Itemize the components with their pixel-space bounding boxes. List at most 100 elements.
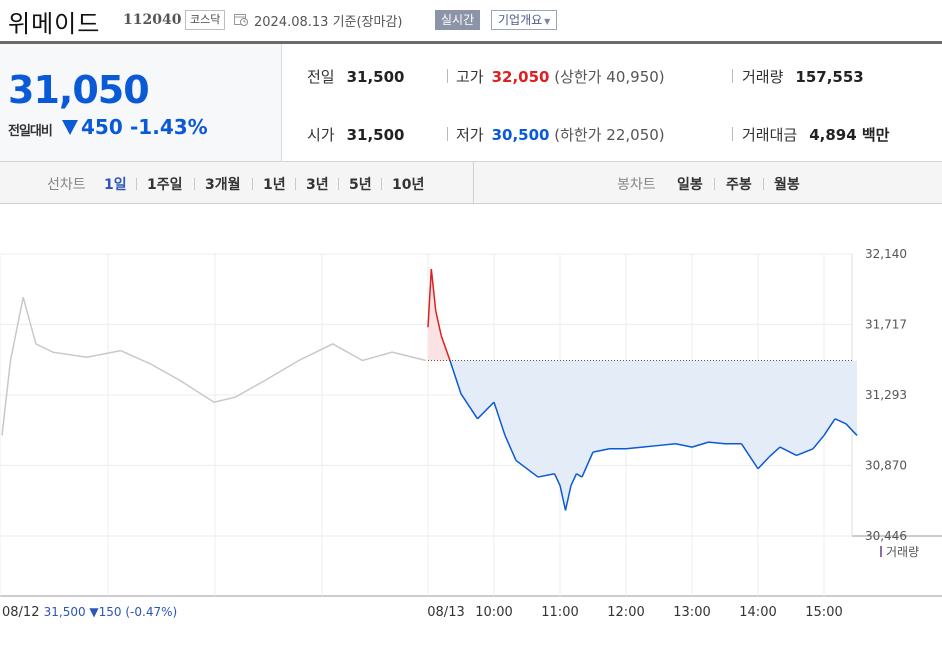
x-tick-label: 08/13 [427, 605, 464, 620]
price-info: 31,050 전일대비 450 -1.43% 전일 31,500 고가 32,050… [0, 44, 942, 162]
amount-value: 4,894 백만 [809, 126, 890, 144]
down-arrow-icon [62, 120, 78, 135]
tab-daily-candle[interactable]: 일봉 [677, 177, 703, 193]
x-tick-label: 11:00 [541, 605, 578, 620]
today-price-segment [823, 418, 836, 436]
tab-monthly-candle[interactable]: 월봉 [774, 177, 800, 193]
divider [447, 127, 448, 141]
tab-1-year[interactable]: 1년 [263, 177, 286, 193]
today-price-segment [559, 485, 567, 511]
high-label: 고가 [456, 68, 484, 86]
today-price-segment [476, 401, 495, 420]
today-price-segment [564, 485, 572, 511]
y-tick-label: 31,293 [865, 388, 907, 402]
today-price-segment [675, 443, 693, 448]
y-tick-label: 32,140 [865, 247, 907, 261]
x-tick-label: 13:00 [673, 605, 710, 620]
y-tick-label: 30,870 [865, 458, 907, 472]
candle-chart-label: 봉차트 [617, 177, 656, 193]
tab-1-week[interactable]: 1주일 [147, 177, 183, 193]
tab-group-divider [473, 162, 474, 203]
today-price-segment [553, 473, 561, 486]
today-price-segment [642, 444, 660, 448]
change-label: 전일대비 [8, 124, 53, 139]
divider [338, 178, 339, 190]
today-price-segment [708, 441, 726, 445]
amount-label: 거래대금 [742, 126, 798, 144]
prev-close-stat: 전일 31,500 [307, 66, 405, 87]
today-price-segment [658, 443, 676, 447]
open-stat: 시가 31,500 [307, 124, 405, 145]
open-label: 시가 [307, 126, 335, 144]
amount-stat: 거래대금 4,894 백만 [742, 124, 889, 145]
tab-3-months[interactable]: 3개월 [205, 177, 241, 193]
divider [732, 127, 733, 141]
x-tick-label: 15:00 [805, 605, 842, 620]
lower-limit: (하한가 22,050) [554, 126, 665, 144]
market-badge: 코스닥 [185, 10, 226, 30]
divider [447, 69, 448, 83]
today-price-segment [779, 446, 797, 457]
volume-legend-swatch [880, 546, 882, 557]
today-price-segment [460, 393, 479, 420]
divider [763, 178, 764, 190]
today-price-segment [757, 456, 770, 470]
today-price-segment [576, 473, 583, 478]
today-price-segment [515, 459, 539, 478]
above-baseline-area [428, 269, 857, 361]
tab-5-years[interactable]: 5년 [349, 177, 372, 193]
today-price-segment [845, 423, 858, 436]
company-name[interactable]: 위메이드 [8, 10, 101, 38]
volume-stat: 거래량 157,553 [742, 66, 864, 87]
upper-limit: (상한가 40,950) [554, 68, 665, 86]
prev-day-summary: 08/12 31,500 ▼150 (-0.47%) [2, 605, 177, 620]
today-price-segment [691, 441, 709, 448]
today-price-segment [625, 446, 643, 450]
company-overview-dropdown[interactable]: 기업개요 ▼ [491, 10, 558, 30]
chevron-down-icon: ▼ [544, 17, 551, 26]
today-price-segment [430, 268, 437, 311]
base-date: 2024.08.13 기준(장마감) [254, 15, 403, 30]
intraday-price-chart[interactable]: 32,140 31,717 31,293 30,870 30,446 거래량 08/13 10… [0, 204, 942, 646]
company-overview-label: 기업개요 [498, 13, 543, 27]
tab-weekly-candle[interactable]: 주봉 [726, 177, 752, 193]
clock-icon [234, 14, 248, 26]
divider [381, 178, 382, 190]
today-price-segment [768, 446, 781, 458]
below-baseline-area [428, 360, 857, 511]
tab-10-years[interactable]: 10년 [392, 177, 425, 193]
x-tick-label: 14:00 [739, 605, 776, 620]
prev-day-date: 08/12 [2, 605, 44, 620]
volume-value: 157,553 [795, 68, 864, 86]
divider [295, 178, 296, 190]
divider [136, 178, 137, 190]
realtime-button[interactable]: 실시간 [435, 10, 481, 30]
prev-close-value: 31,500 [346, 68, 405, 86]
tab-1-day[interactable]: 1일 [104, 177, 127, 193]
tab-3-years[interactable]: 3년 [306, 177, 329, 193]
x-tick-label: 10:00 [475, 605, 512, 620]
low-stat: 저가 30,500 (하한가 22,050) [456, 124, 665, 145]
low-label: 저가 [456, 126, 484, 144]
high-stat: 고가 32,050 (상한가 40,950) [456, 66, 665, 87]
prev-day-price: 31,500 ▼150 (-0.47%) [44, 605, 178, 619]
today-price-segment [796, 448, 814, 457]
change-rate: -1.43% [130, 115, 208, 139]
change-value: 450 [81, 115, 123, 139]
current-price: 31,050 [8, 68, 150, 112]
today-price-segment [537, 473, 555, 478]
prev-close-label: 전일 [307, 68, 335, 86]
x-tick-label: 12:00 [607, 605, 644, 620]
today-price-segment [504, 435, 517, 461]
current-price-box: 31,050 전일대비 450 -1.43% [0, 44, 282, 161]
divider [714, 178, 715, 190]
today-price-segment [440, 335, 451, 361]
prev-day-price-line [1, 297, 427, 436]
volume-legend-label: 거래량 [886, 545, 919, 559]
chart-tabs: 선차트 1일 1주일 3개월 1년 3년 5년 10년 봉차트 일봉 주봉 월봉 [0, 162, 942, 204]
high-value: 32,050 [491, 68, 550, 86]
today-price-segment [493, 401, 506, 436]
divider [732, 69, 733, 83]
today-price-segment [570, 473, 578, 486]
y-tick-label: 30,446 [865, 529, 907, 543]
